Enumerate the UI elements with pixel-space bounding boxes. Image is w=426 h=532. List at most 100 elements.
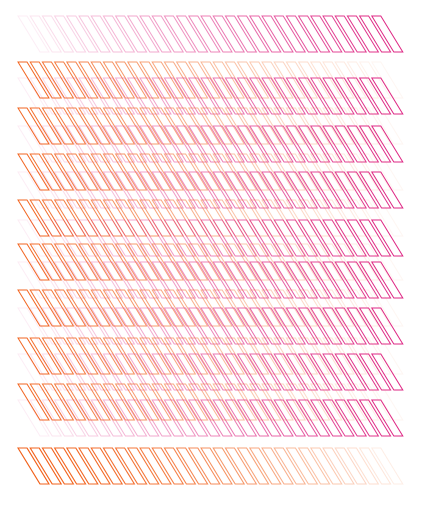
parallelogram-stripe [273,399,307,437]
parallelogram-stripe [273,125,307,163]
parallelogram-stripe [90,61,124,99]
parallelogram-stripe [212,383,246,421]
parallelogram-stripe [261,307,294,345]
parallelogram-stripe [102,261,136,299]
parallelogram-stripe [273,77,307,115]
parallelogram-stripe [322,383,355,421]
parallelogram-stripe [346,289,380,327]
parallelogram-stripe [102,153,136,191]
parallelogram-stripe [285,307,319,345]
parallelogram-stripe [297,447,331,485]
parallelogram-stripe [139,153,172,191]
parallelogram-stripe [334,383,368,421]
parallelogram-stripe [334,353,368,391]
parallelogram-stripe [346,171,380,209]
parallelogram-stripe [297,107,331,145]
parallelogram-stripe [200,243,233,281]
parallelogram-stripe [187,447,221,485]
parallelogram-stripe [65,337,99,375]
parallelogram-stripe [248,153,282,191]
parallelogram-stripe [334,261,368,299]
parallelogram-stripe [126,171,160,209]
parallelogram-stripe [17,337,50,375]
parallelogram-stripe [309,447,343,485]
parallelogram-stripe [212,15,246,53]
parallelogram-stripe [90,243,124,281]
parallelogram-stripe [309,125,343,163]
parallelogram-stripe [90,171,124,209]
parallelogram-stripe [187,171,221,209]
parallelogram-stripe [224,171,258,209]
parallelogram-stripe [309,383,343,421]
parallelogram-stripe [334,107,368,145]
parallelogram-stripe [273,447,307,485]
parallelogram-stripe [370,399,404,437]
parallelogram-stripe [322,353,355,391]
parallelogram-stripe [248,383,282,421]
parallelogram-stripe [29,243,63,281]
parallelogram-stripe [17,307,50,345]
parallelogram-stripe [187,15,221,53]
parallelogram-stripe [163,125,197,163]
parallelogram-stripe [261,15,294,53]
parallelogram-stripe [114,77,148,115]
parallelogram-stripe [53,15,87,53]
parallelogram-stripe [126,125,160,163]
parallelogram-stripe [346,307,380,345]
parallelogram-stripe [53,447,87,485]
parallelogram-stripe [114,447,148,485]
parallelogram-stripe [273,107,307,145]
parallelogram-stripe [17,353,50,391]
parallelogram-stripe [126,77,160,115]
parallelogram-stripe [334,15,368,53]
parallelogram-stripe [261,289,294,327]
parallelogram-stripe [90,77,124,115]
parallelogram-stripe [212,307,246,345]
parallelogram-stripe [187,399,221,437]
parallelogram-stripe [358,383,392,421]
parallelogram-stripe [285,261,319,299]
parallelogram-stripe [65,107,99,145]
parallelogram-stripe [41,243,75,281]
stripe-band [17,171,404,209]
parallelogram-stripe [358,399,392,437]
parallelogram-stripe [261,77,294,115]
parallelogram-stripe [261,125,294,163]
parallelogram-stripe [200,261,233,299]
parallelogram-stripe [285,15,319,53]
parallelogram-stripe [248,243,282,281]
parallelogram-stripe [322,447,355,485]
parallelogram-stripe [163,243,197,281]
parallelogram-stripe [212,337,246,375]
parallelogram-stripe [163,107,197,145]
parallelogram-stripe [53,199,87,237]
parallelogram-stripe [65,447,99,485]
parallelogram-stripe [261,171,294,209]
parallelogram-stripe [200,447,233,485]
parallelogram-stripe [334,337,368,375]
parallelogram-stripe [90,125,124,163]
parallelogram-stripe [102,307,136,345]
parallelogram-stripe [41,77,75,115]
parallelogram-stripe [187,307,221,345]
parallelogram-stripe [29,447,63,485]
parallelogram-stripe [212,107,246,145]
parallelogram-stripe [322,171,355,209]
parallelogram-stripe [334,243,368,281]
parallelogram-stripe [65,243,99,281]
parallelogram-stripe [358,153,392,191]
parallelogram-stripe [297,337,331,375]
parallelogram-stripe [236,353,270,391]
parallelogram-stripe [163,261,197,299]
parallelogram-stripe [78,153,111,191]
parallelogram-stripe [370,125,404,163]
parallelogram-stripe [17,171,50,209]
parallelogram-stripe [41,107,75,145]
parallelogram-stripe [78,171,111,209]
parallelogram-stripe [114,171,148,209]
parallelogram-stripe [90,153,124,191]
parallelogram-stripe [358,107,392,145]
parallelogram-stripe [285,107,319,145]
parallelogram-stripe [358,307,392,345]
parallelogram-stripe [200,61,233,99]
